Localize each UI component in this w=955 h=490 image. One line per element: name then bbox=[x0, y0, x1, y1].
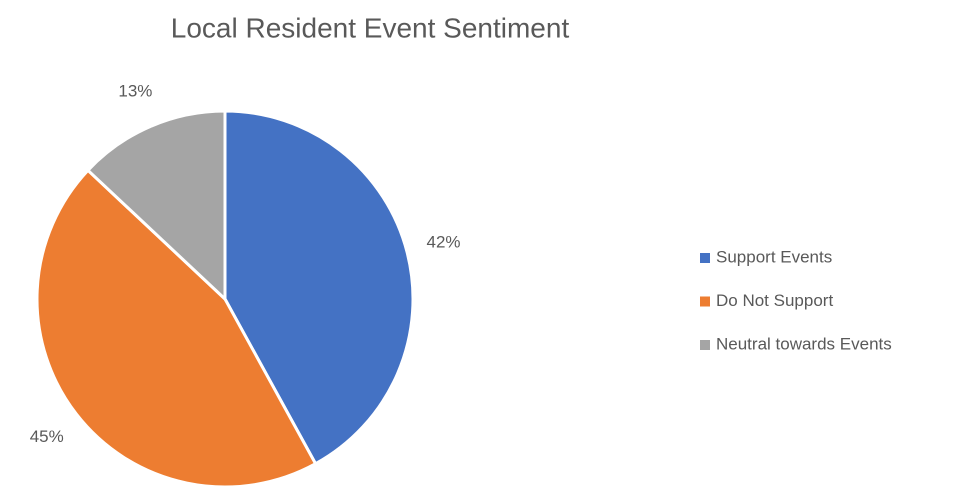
legend-swatch bbox=[700, 253, 710, 263]
data-label: 13% bbox=[118, 81, 152, 100]
legend-swatch bbox=[700, 296, 710, 307]
data-label: 42% bbox=[426, 232, 460, 251]
pie-slice bbox=[85, 109, 227, 303]
pie-slice bbox=[223, 109, 415, 466]
legend-label: Neutral towards Events bbox=[716, 334, 892, 353]
legend-label: Do Not Support bbox=[716, 291, 833, 310]
legend-label: Support Events bbox=[716, 247, 832, 266]
legend-swatch bbox=[700, 340, 710, 350]
pie-slice bbox=[35, 168, 318, 489]
data-label: 45% bbox=[30, 427, 64, 446]
chart-title: Local Resident Event Sentiment bbox=[171, 12, 570, 43]
